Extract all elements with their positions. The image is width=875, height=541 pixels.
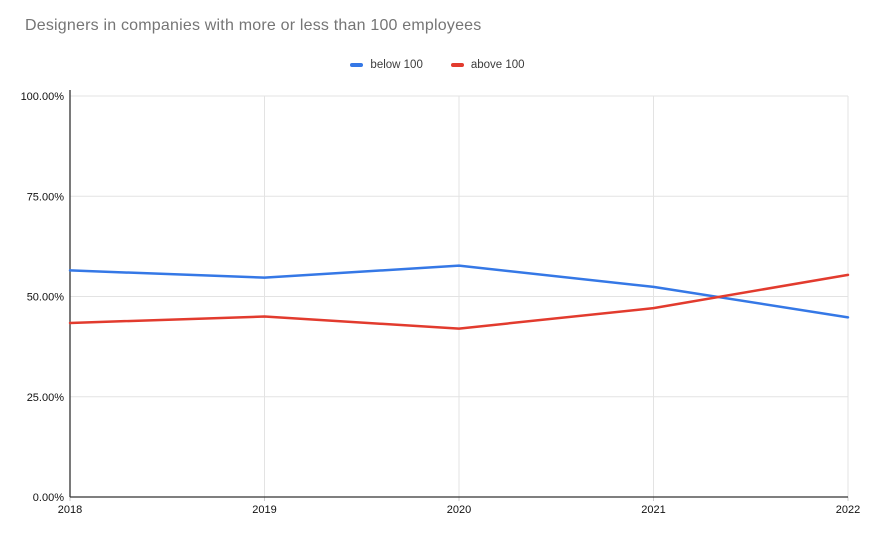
legend-item-above-100: above 100 <box>450 59 525 71</box>
legend-label-below-100: below 100 <box>370 59 423 71</box>
svg-text:2018: 2018 <box>58 504 82 516</box>
svg-text:50.00%: 50.00% <box>27 292 65 304</box>
svg-text:100.00%: 100.00% <box>21 91 65 103</box>
svg-text:2022: 2022 <box>836 504 860 516</box>
svg-text:0.00%: 0.00% <box>33 492 64 504</box>
svg-text:2019: 2019 <box>252 504 276 516</box>
svg-text:2020: 2020 <box>447 504 471 516</box>
legend-swatch-below-100-icon <box>350 63 364 67</box>
legend-item-below-100: below 100 <box>350 59 423 71</box>
legend-swatch-above-100-icon <box>450 63 464 67</box>
legend-label-above-100: above 100 <box>470 59 525 71</box>
chart-legend: below 100 above 100 <box>0 59 875 71</box>
svg-text:25.00%: 25.00% <box>27 392 65 404</box>
svg-text:2021: 2021 <box>641 504 665 516</box>
chart-title: Designers in companies with more or less… <box>25 17 482 34</box>
svg-text:75.00%: 75.00% <box>27 191 65 203</box>
